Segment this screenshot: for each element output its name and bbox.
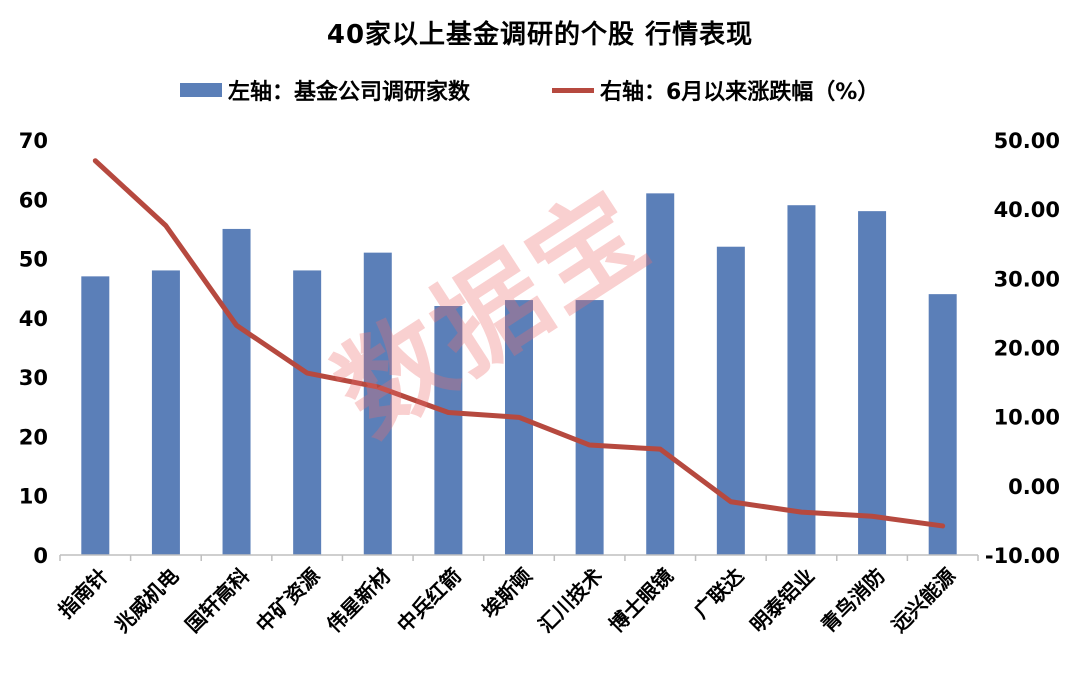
chart-title: 40家以上基金调研的个股 行情表现 [326, 20, 754, 50]
x-category-label: 中兵红箭 [392, 564, 466, 638]
legend-item-line-series: 右轴：6月以来涨跌幅（%） [552, 74, 879, 106]
left-axis-tick-label: 70 [19, 129, 48, 153]
right-axis-tick-label: 10.00 [994, 406, 1060, 430]
x-category-label: 明泰铝业 [745, 564, 819, 638]
left-axis-tick-label: 60 [19, 188, 48, 212]
bar [293, 270, 322, 555]
right-axis-tick-label: 20.00 [994, 337, 1060, 361]
right-axis-tick-label: 30.00 [994, 267, 1060, 291]
legend-label-bar-series: 左轴：基金公司调研家数 [228, 80, 471, 105]
legend-item-bar-series: 左轴：基金公司调研家数 [180, 74, 470, 106]
line-series [92, 158, 946, 529]
bar [434, 306, 463, 555]
legend-swatch-line [552, 87, 594, 93]
bar [81, 276, 110, 555]
bar [928, 294, 957, 555]
right-axis-ticks: -10.00 0.00 10.00 20.00 30.00 40.00 50.00 [985, 129, 1060, 568]
x-category-label: 兆威机电 [110, 564, 184, 638]
right-axis-tick-label: -10.00 [985, 544, 1060, 568]
x-category-label: 伟星新材 [322, 564, 396, 638]
bar [716, 246, 745, 555]
x-category-label: 青鸟消防 [816, 564, 890, 638]
bar [787, 205, 816, 555]
right-axis-tick-label: 50.00 [994, 129, 1060, 153]
bar [363, 252, 392, 555]
x-category-label: 国轩高科 [181, 564, 255, 638]
left-axis-tick-label: 0 [33, 544, 48, 568]
left-axis-tick-label: 50 [19, 248, 48, 272]
bar [646, 193, 675, 555]
right-axis-tick-label: 40.00 [994, 198, 1060, 222]
bar-series [81, 193, 957, 555]
bar [575, 300, 604, 555]
bar [222, 228, 251, 555]
left-axis-ticks: 0 10 20 30 40 50 60 70 [19, 129, 48, 568]
left-axis-tick-label: 40 [19, 307, 48, 331]
x-category-label: 博士眼镜 [604, 564, 678, 638]
bar [505, 300, 533, 555]
legend-swatch-bar [180, 83, 222, 97]
x-category-label: 中矿资源 [251, 564, 325, 638]
right-axis-tick-label: 0.00 [1008, 475, 1060, 499]
legend-label-line-series: 右轴：6月以来涨跌幅（%） [600, 80, 880, 105]
x-category-label: 埃斯顿 [477, 564, 536, 623]
bar [151, 270, 180, 555]
left-axis-tick-label: 30 [19, 366, 48, 390]
legend: 左轴：基金公司调研家数 右轴：6月以来涨跌幅（%） [0, 74, 1080, 108]
bar [858, 211, 887, 555]
x-category-label: 远兴能源 [887, 564, 961, 638]
left-axis-tick-label: 20 [19, 425, 48, 449]
left-axis-tick-label: 10 [19, 485, 48, 509]
x-category-label: 指南针 [53, 564, 112, 623]
x-category-label: 汇川技术 [534, 564, 608, 638]
x-category-label: 广联达 [689, 564, 748, 623]
